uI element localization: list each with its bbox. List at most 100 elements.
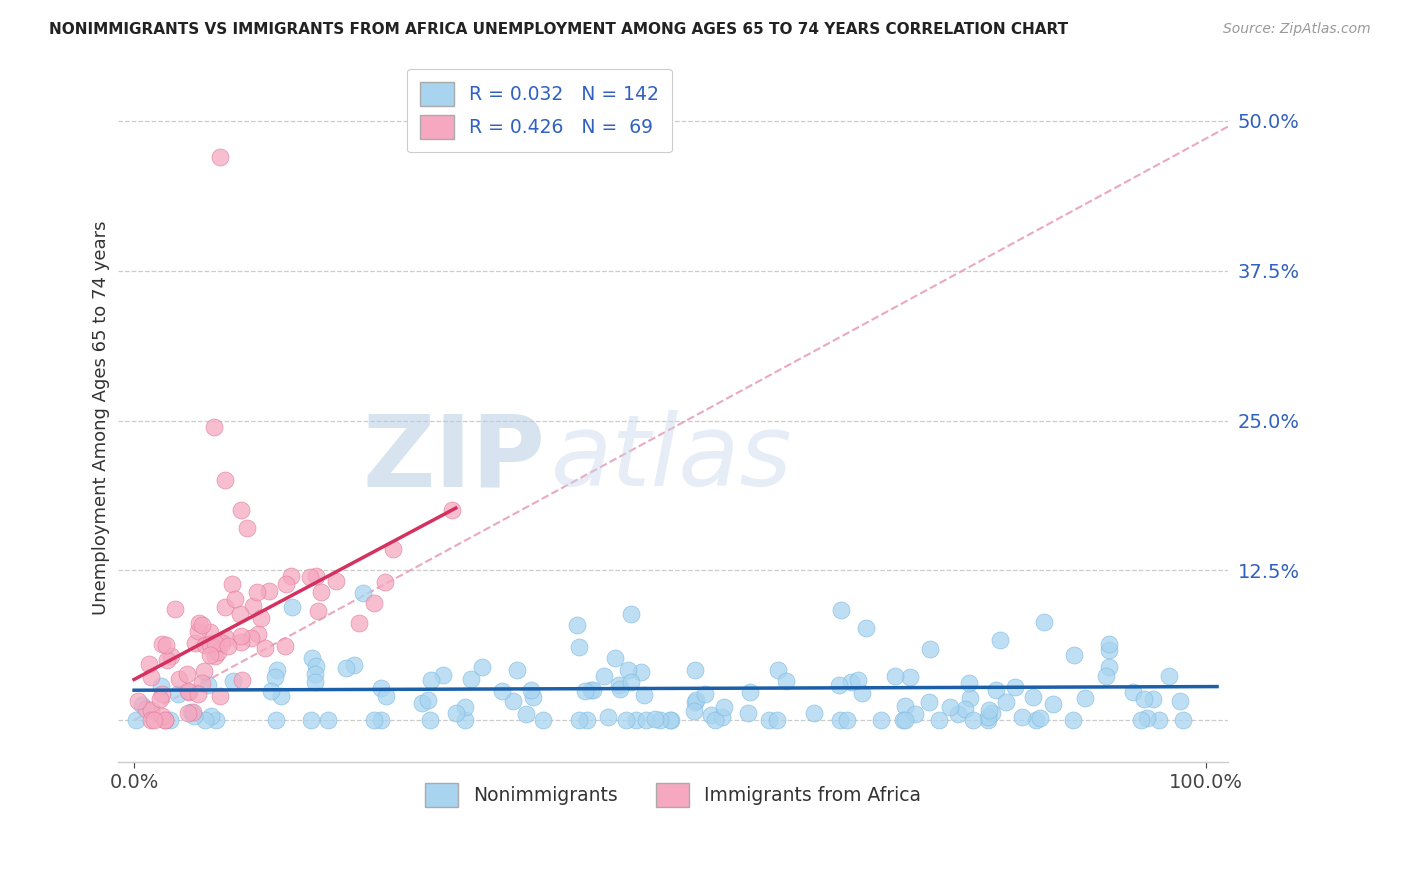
Point	[609, 681, 631, 696]
Point	[139, 670, 162, 684]
Point	[582, 682, 605, 697]
Point	[977, 702, 1000, 716]
Point	[841, 674, 863, 689]
Point	[502, 694, 524, 708]
Point	[568, 713, 591, 727]
Point	[150, 637, 173, 651]
Point	[835, 713, 858, 727]
Point	[149, 679, 172, 693]
Point	[1021, 690, 1043, 704]
Point	[959, 691, 981, 706]
Point	[565, 618, 588, 632]
Point	[683, 663, 706, 677]
Point	[713, 699, 735, 714]
Point	[633, 689, 655, 703]
Point	[522, 690, 544, 705]
Point	[304, 569, 326, 583]
Point	[304, 666, 326, 681]
Point	[411, 696, 433, 710]
Point	[962, 713, 984, 727]
Point	[1095, 669, 1118, 683]
Point	[183, 709, 205, 723]
Point	[325, 574, 347, 588]
Point	[593, 669, 616, 683]
Point	[846, 673, 869, 687]
Point	[299, 713, 322, 727]
Point	[1122, 685, 1144, 699]
Point	[444, 706, 467, 721]
Point	[235, 521, 257, 535]
Point	[304, 675, 326, 690]
Point	[977, 713, 1000, 727]
Point	[685, 695, 707, 709]
Point	[156, 653, 179, 667]
Point	[204, 419, 226, 434]
Point	[159, 713, 181, 727]
Point	[855, 622, 877, 636]
Point	[198, 637, 221, 651]
Point	[381, 541, 404, 556]
Point	[194, 713, 217, 727]
Point	[131, 698, 153, 713]
Point	[363, 595, 385, 609]
Point	[630, 665, 652, 679]
Point	[229, 629, 252, 643]
Point	[984, 682, 1007, 697]
Point	[1098, 637, 1121, 651]
Point	[491, 683, 513, 698]
Text: NONIMMIGRANTS VS IMMIGRANTS FROM AFRICA UNEMPLOYMENT AMONG AGES 65 TO 74 YEARS C: NONIMMIGRANTS VS IMMIGRANTS FROM AFRICA …	[49, 22, 1069, 37]
Text: ZIP: ZIP	[363, 410, 546, 508]
Point	[904, 707, 927, 722]
Point	[898, 670, 921, 684]
Point	[830, 603, 852, 617]
Point	[250, 610, 273, 624]
Point	[454, 700, 477, 714]
Point	[1032, 615, 1054, 629]
Point	[242, 599, 264, 614]
Point	[163, 602, 186, 616]
Point	[1098, 643, 1121, 657]
Point	[740, 685, 762, 699]
Point	[305, 659, 328, 673]
Point	[214, 632, 236, 646]
Point	[187, 687, 209, 701]
Point	[229, 634, 252, 648]
Point	[180, 705, 202, 719]
Point	[432, 668, 454, 682]
Point	[374, 575, 396, 590]
Point	[619, 607, 641, 621]
Point	[217, 639, 239, 653]
Point	[614, 713, 637, 727]
Point	[127, 694, 149, 708]
Point	[659, 713, 682, 727]
Point	[918, 641, 941, 656]
Point	[155, 638, 177, 652]
Point	[661, 713, 683, 727]
Point	[607, 678, 630, 692]
Legend: Nonimmigrants, Immigrants from Africa: Nonimmigrants, Immigrants from Africa	[418, 776, 929, 814]
Point	[418, 693, 440, 707]
Point	[775, 674, 797, 689]
Point	[700, 707, 723, 722]
Text: Source: ZipAtlas.com: Source: ZipAtlas.com	[1223, 22, 1371, 37]
Point	[683, 704, 706, 718]
Point	[737, 706, 759, 720]
Point	[138, 657, 160, 671]
Point	[274, 640, 297, 654]
Point	[316, 713, 339, 727]
Point	[460, 672, 482, 686]
Point	[224, 591, 246, 606]
Point	[181, 705, 204, 719]
Point	[1147, 713, 1170, 727]
Point	[299, 570, 322, 584]
Point	[270, 689, 292, 703]
Point	[176, 667, 198, 681]
Point	[1029, 711, 1052, 725]
Point	[894, 698, 917, 713]
Point	[204, 636, 226, 650]
Point	[335, 661, 357, 675]
Point	[198, 625, 221, 640]
Point	[301, 651, 323, 665]
Point	[263, 670, 285, 684]
Point	[177, 684, 200, 698]
